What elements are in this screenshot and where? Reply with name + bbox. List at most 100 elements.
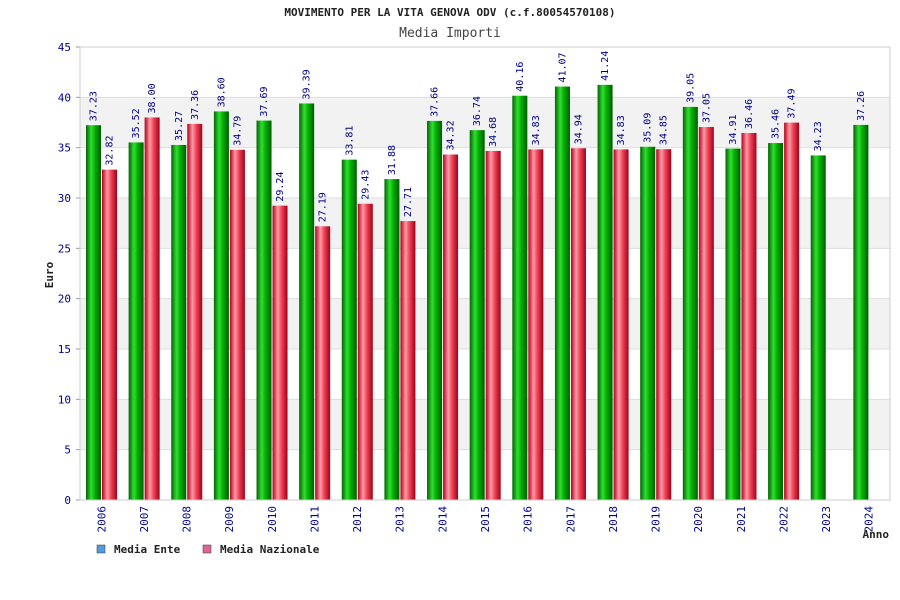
bar-media-nazionale [528, 149, 544, 501]
bar-media-ente [768, 143, 784, 500]
bars [86, 84, 869, 501]
value-label-media-ente: 35.52 [131, 108, 142, 138]
value-label-media-ente: 39.39 [302, 69, 313, 99]
x-tick-label: 2016 [522, 506, 535, 533]
value-label-media-ente: 31.88 [387, 145, 398, 175]
plot-border [79, 46, 891, 501]
value-label-media-ente: 41.07 [557, 52, 568, 82]
value-label-media-nazionale: 29.43 [360, 170, 371, 200]
y-tick-label: 10 [58, 393, 71, 406]
x-tick-label: 2020 [692, 506, 705, 533]
x-tick-label: 2011 [308, 506, 321, 533]
y-tick-label: 40 [58, 91, 71, 104]
legend-label-media-ente: Media Ente [114, 543, 181, 556]
bar-media-ente [384, 179, 400, 501]
value-label-media-nazionale: 34.68 [488, 117, 499, 147]
value-label-media-ente: 37.26 [856, 91, 867, 121]
value-label-media-nazionale: 34.83 [531, 115, 542, 145]
value-label-media-nazionale: 34.85 [659, 115, 670, 145]
bar-media-nazionale [315, 226, 331, 500]
y-axis-label: Euro [43, 261, 56, 288]
bar-media-ente [512, 95, 528, 501]
value-label-media-ente: 34.23 [813, 121, 824, 151]
bar-media-ente [469, 130, 485, 500]
bar-media-ente [213, 111, 229, 500]
x-tick-label: 2007 [138, 506, 151, 533]
value-labels: 37.23 32.82 35.52 38.00 35.27 37.36 38.60 34.79… [89, 51, 867, 223]
bar-media-ente [128, 142, 144, 500]
value-label-media-nazionale: 27.19 [318, 192, 329, 222]
y-tick-label: 35 [58, 142, 71, 155]
value-label-media-ente: 37.23 [89, 91, 100, 121]
bar-media-nazionale [741, 132, 757, 500]
value-label-media-ente: 40.16 [515, 62, 526, 92]
chart-subtitle: Media Importi [399, 26, 501, 41]
bar-media-ente [86, 125, 101, 500]
value-label-media-ente: 37.69 [259, 86, 270, 116]
value-label-media-ente: 36.74 [472, 96, 483, 126]
value-label-media-ente: 37.66 [430, 87, 441, 117]
value-label-media-ente: 33.81 [344, 126, 355, 156]
bar-media-nazionale [656, 149, 672, 500]
y-tick-label: 15 [58, 343, 71, 356]
value-label-media-nazionale: 36.46 [744, 99, 755, 129]
bar-media-ente [810, 155, 826, 500]
y-tick-label: 5 [64, 444, 71, 457]
bar-media-ente [640, 146, 656, 500]
value-label-media-nazionale: 37.05 [701, 93, 712, 123]
bar-media-nazionale [570, 148, 586, 500]
x-tick-label: 2017 [564, 506, 577, 533]
legend: Media Ente Media Nazionale [96, 543, 320, 556]
bar-media-ente [554, 86, 570, 500]
x-tick-label: 2012 [351, 506, 364, 533]
y-axis-ticks: 0 5 10 15 20 25 30 35 40 45 [58, 41, 71, 507]
bar-media-nazionale [698, 127, 714, 500]
value-label-media-nazionale: 37.49 [787, 88, 798, 118]
x-tick-label: 2014 [436, 506, 449, 533]
y-tick-label: 25 [58, 242, 71, 255]
x-axis-ticks: 2006 2007 2008 2009 2010 2011 2012 2013 2014 2015… [95, 506, 875, 533]
bar-media-nazionale [357, 203, 373, 500]
value-label-media-nazionale: 37.36 [190, 90, 201, 120]
x-tick-label: 2024 [863, 506, 876, 533]
bar-media-nazionale [443, 154, 459, 500]
value-label-media-nazionale: 34.94 [573, 114, 584, 144]
x-tick-label: 2006 [95, 506, 108, 533]
x-tick-label: 2013 [394, 506, 407, 533]
legend-swatch-media-ente [96, 544, 106, 554]
bar-media-ente [341, 159, 357, 500]
bar-media-nazionale [485, 150, 501, 500]
x-tick-label: 2022 [777, 506, 790, 533]
bar-media-ente [299, 103, 315, 500]
value-label-media-nazionale: 34.79 [232, 116, 243, 146]
legend-label-media-nazionale: Media Nazionale [220, 543, 320, 556]
y-tick-label: 20 [58, 293, 71, 306]
x-tick-label: 2009 [223, 506, 236, 533]
value-label-media-ente: 35.46 [771, 109, 782, 139]
bar-media-nazionale [229, 149, 245, 500]
value-label-media-ente: 34.91 [728, 114, 739, 144]
bar-media-nazionale [144, 117, 160, 500]
bar-media-nazionale [400, 221, 416, 500]
bar-media-nazionale [102, 169, 117, 500]
value-label-media-ente: 41.24 [600, 51, 611, 81]
value-label-media-nazionale: 34.83 [616, 115, 627, 145]
x-tick-label: 2010 [266, 506, 279, 533]
value-label-media-nazionale: 27.71 [403, 187, 414, 217]
bar-media-nazionale [613, 149, 629, 501]
bar-media-ente [427, 120, 443, 500]
value-label-media-ente: 35.09 [643, 113, 654, 143]
x-tick-label: 2023 [820, 506, 833, 533]
y-tick-label: 30 [58, 192, 71, 205]
bar-media-nazionale [272, 205, 288, 500]
bar-media-ente [725, 148, 741, 500]
value-label-media-nazionale: 38.00 [147, 83, 158, 113]
bar-media-ente [171, 144, 187, 500]
value-label-media-ente: 38.60 [216, 77, 227, 107]
value-label-media-nazionale: 34.32 [446, 120, 457, 150]
x-tick-label: 2015 [479, 506, 492, 533]
value-label-media-nazionale: 32.82 [105, 136, 116, 166]
y-tick-label: 45 [58, 41, 71, 54]
value-label-media-ente: 35.27 [174, 111, 185, 141]
